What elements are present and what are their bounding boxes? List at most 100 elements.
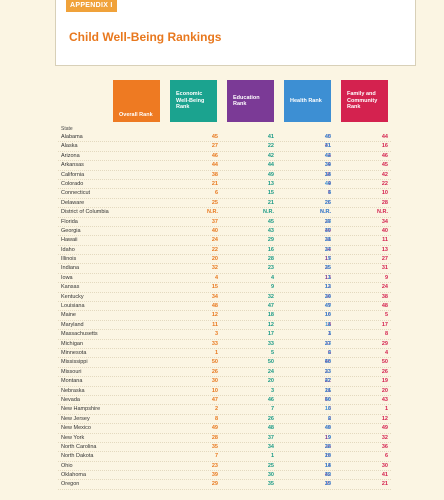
education-rank: 35 bbox=[324, 481, 331, 488]
education-rank: 1 bbox=[327, 331, 331, 338]
state-name: North Carolina bbox=[61, 443, 97, 450]
state-name: Alabama bbox=[61, 134, 83, 140]
state-name: Idaho bbox=[61, 246, 75, 253]
table-row: Louisiana 48 47 47 49 48 bbox=[58, 302, 391, 312]
table-row: Idaho 22 16 34 27 13 bbox=[58, 246, 391, 256]
health-rank: 16 bbox=[324, 406, 331, 413]
header-panel: APPENDIX I Child Well-Being Rankings bbox=[55, 0, 416, 66]
economic-rank: 33 bbox=[267, 340, 274, 347]
economic-rank: 18 bbox=[267, 312, 274, 319]
overall-rank: 34 bbox=[211, 293, 218, 300]
education-rank: 27 bbox=[324, 218, 331, 225]
education-rank: 13 bbox=[324, 274, 331, 281]
economic-rank: 3 bbox=[270, 387, 274, 394]
health-rank: 31 bbox=[324, 143, 331, 150]
economic-rank: 23 bbox=[267, 265, 274, 272]
table-row: Kansas 15 9 12 13 24 bbox=[58, 283, 391, 293]
education-rank: 45 bbox=[324, 134, 331, 140]
overall-rank: 44 bbox=[211, 162, 218, 169]
column-header-label: Family and bbox=[347, 91, 376, 98]
economic-rank: 26 bbox=[267, 415, 274, 422]
overall-rank: 50 bbox=[211, 359, 218, 366]
column-header-education-rank: Education Rank bbox=[227, 80, 274, 122]
state-name: Louisiana bbox=[61, 303, 85, 310]
overall-rank: 37 bbox=[211, 218, 218, 225]
table-row: New York 28 37 19 9 32 bbox=[58, 434, 391, 443]
education-rank: 2 bbox=[327, 415, 331, 422]
table-row: Illinois 20 28 17 5 27 bbox=[58, 255, 391, 265]
table-row: Hawaii 24 29 31 28 11 bbox=[58, 236, 391, 246]
family-rank: 36 bbox=[381, 443, 388, 450]
health-rank: 1 bbox=[327, 274, 331, 281]
overall-rank: 7 bbox=[214, 453, 218, 460]
table-row: Arkansas 44 44 39 34 45 bbox=[58, 161, 391, 171]
economic-rank: 28 bbox=[267, 256, 274, 263]
health-rank: 9 bbox=[327, 434, 331, 441]
family-rank: 20 bbox=[381, 387, 388, 394]
health-rank: 5 bbox=[327, 256, 331, 263]
education-rank: 26 bbox=[324, 199, 331, 206]
family-rank: 49 bbox=[381, 425, 388, 432]
state-column-label: State bbox=[61, 126, 73, 132]
overall-rank: 48 bbox=[211, 303, 218, 310]
table-row: Florida 37 45 27 38 34 bbox=[58, 218, 391, 227]
overall-rank: 35 bbox=[211, 443, 218, 450]
economic-rank: 17 bbox=[267, 331, 274, 338]
education-rank: 31 bbox=[324, 237, 331, 244]
family-rank: 45 bbox=[381, 162, 388, 169]
state-name: Arizona bbox=[61, 152, 80, 159]
overall-rank: 33 bbox=[211, 340, 218, 347]
table-row: Nebraska 10 3 11 26 20 bbox=[58, 387, 391, 396]
state-name: Michigan bbox=[61, 340, 84, 347]
table-row: North Carolina 35 34 28 32 36 bbox=[58, 443, 391, 453]
overall-rank: 1 bbox=[214, 349, 218, 356]
table-row: Minnesota 1 5 6 2 4 bbox=[58, 349, 391, 359]
family-rank: 41 bbox=[381, 472, 388, 479]
overall-rank: 10 bbox=[211, 387, 218, 394]
table-row: New Mexico 49 48 49 48 49 bbox=[58, 424, 391, 434]
health-rank: 10 bbox=[324, 312, 331, 319]
table-row: New Hampshire 2 7 3 16 1 bbox=[58, 405, 391, 415]
table-row: Iowa 4 4 13 1 9 bbox=[58, 274, 391, 284]
education-rank: 38 bbox=[324, 171, 331, 178]
overall-rank: 15 bbox=[211, 284, 218, 291]
overall-rank: 39 bbox=[211, 472, 218, 479]
family-rank: 9 bbox=[384, 274, 388, 281]
health-rank: 38 bbox=[324, 218, 331, 225]
table-row: Maryland 11 12 8 11 17 bbox=[58, 321, 391, 331]
economic-rank: 1 bbox=[270, 453, 274, 460]
state-name: Maine bbox=[61, 312, 76, 319]
economic-rank: 34 bbox=[267, 443, 274, 450]
education-rank: 41 bbox=[324, 143, 331, 150]
education-rank: 44 bbox=[324, 152, 331, 159]
state-name: Minnesota bbox=[61, 349, 87, 356]
family-rank: 40 bbox=[381, 227, 388, 234]
family-rank: 13 bbox=[381, 246, 388, 253]
state-name: Nebraska bbox=[61, 387, 85, 394]
state-name: New Mexico bbox=[61, 425, 91, 432]
column-header-label: Health Rank bbox=[290, 97, 322, 104]
economic-rank: 20 bbox=[267, 378, 274, 385]
family-rank: 12 bbox=[381, 415, 388, 422]
state-name: Alaska bbox=[61, 143, 78, 150]
state-name: Iowa bbox=[61, 274, 73, 281]
state-name: New York bbox=[61, 434, 85, 441]
state-name: Delaware bbox=[61, 199, 85, 206]
family-rank: 43 bbox=[381, 396, 388, 403]
education-rank: 34 bbox=[324, 246, 331, 253]
table-row: Kentucky 34 32 30 24 38 bbox=[58, 293, 391, 303]
health-rank: 28 bbox=[324, 237, 331, 244]
state-name: California bbox=[61, 171, 85, 178]
health-rank: 48 bbox=[324, 425, 331, 432]
overall-rank: 2 bbox=[214, 406, 218, 413]
table-row: Alaska 27 22 41 31 16 bbox=[58, 142, 391, 152]
health-rank: 23 bbox=[324, 340, 331, 347]
education-rank: 47 bbox=[324, 303, 331, 310]
state-name: Hawaii bbox=[61, 237, 78, 244]
health-rank: 13 bbox=[324, 284, 331, 291]
family-rank: 21 bbox=[381, 481, 388, 488]
table-row: Michigan 33 33 37 23 29 bbox=[58, 340, 391, 349]
health-rank: 44 bbox=[324, 180, 331, 187]
state-name: Arkansas bbox=[61, 162, 84, 169]
health-rank: 40 bbox=[324, 134, 331, 140]
